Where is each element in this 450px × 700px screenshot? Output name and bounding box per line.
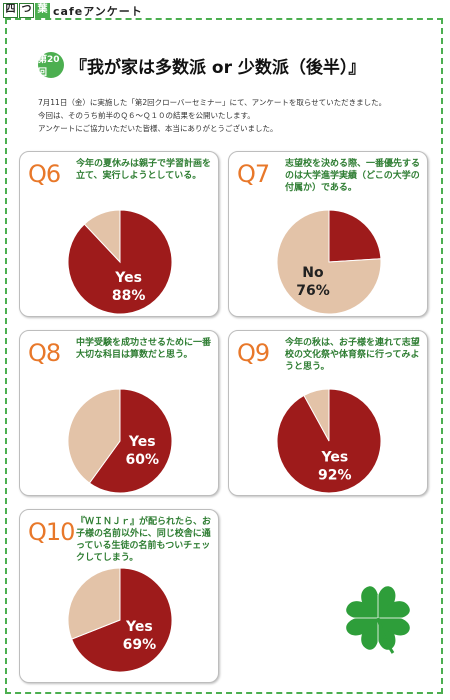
question-text: 中学受験を成功させるために一番大切な科目は算数だと思う。	[76, 338, 212, 360]
pie-chart: Yes 92%	[276, 388, 382, 494]
question-text: 志望校を決める際、一番優先するのは大学進学実績（どこの大学の付属か）である。	[285, 159, 421, 193]
card-q9: Q9 今年の秋は、お子様を連れて志望校の文化祭や体育祭に行ってみようと思う。 Y…	[228, 330, 428, 496]
slice-label: Yes	[320, 450, 348, 466]
page-title: 『我が家は多数派 or 少数派（後半）』	[70, 57, 366, 78]
four-leaf-clover-icon	[346, 586, 410, 654]
pie-chart: No 76%	[276, 209, 382, 315]
page-frame	[5, 18, 443, 694]
pie-slice	[88, 388, 173, 494]
pie-slice	[71, 567, 173, 673]
card-q6: Q6 今年の夏休みは親子で学習計画を立て、実行しようとしている。 Yes 88%	[19, 151, 219, 317]
slice-label: Yes	[128, 434, 156, 450]
title-row: 第20回 『我が家は多数派 or 少数派（後半）』	[38, 52, 365, 78]
intro-line-2: 今回は、そのうち前半のＱ６～Ｑ１０の結果を公開いたします。	[38, 111, 255, 120]
intro-text: 7月11日（金）に実施した「第2回クローバーセミナー」にて、アンケートを取らせて…	[38, 96, 428, 135]
slice-value-label: 88%	[112, 288, 146, 304]
logo: 四 つ 葉 cafeアンケート	[3, 3, 143, 18]
question-number: Q10	[28, 518, 75, 546]
slice-value-label: 60%	[125, 452, 159, 468]
question-text: 今年の夏休みは親子で学習計画を立て、実行しようとしている。	[76, 159, 212, 181]
logo-char-2: つ	[19, 3, 34, 18]
pie-slice	[67, 388, 121, 484]
issue-badge: 第20回	[38, 52, 64, 78]
card-q10: Q10 『ＷＩＮＪｒ』が配られたら、お子様の名前以外に、同じ校舎に通っている生徒…	[19, 509, 219, 683]
question-number: Q9	[237, 339, 270, 367]
slice-value-label: 69%	[123, 637, 157, 653]
pie-slice	[303, 388, 330, 442]
logo-char-1: 四	[3, 3, 18, 18]
card-q8: Q8 中学受験を成功させるために一番大切な科目は算数だと思う。 Yes 60%	[19, 330, 219, 496]
slice-value-label: 92%	[318, 468, 352, 484]
question-text: 『ＷＩＮＪｒ』が配られたら、お子様の名前以外に、同じ校舎に通っている生徒の名前も…	[76, 517, 212, 563]
question-number: Q7	[237, 160, 270, 188]
question-number: Q8	[28, 339, 61, 367]
card-q7: Q7 志望校を決める際、一番優先するのは大学進学実績（どこの大学の付属か）である…	[228, 151, 428, 317]
question-number: Q6	[28, 160, 61, 188]
slice-label: Yes	[125, 619, 153, 635]
intro-line-3: アンケートにご協力いただいた皆様、本当にありがとうございました。	[38, 124, 278, 133]
intro-line-1: 7月11日（金）に実施した「第2回クローバーセミナー」にて、アンケートを取らせて…	[38, 98, 387, 107]
pie-slice	[328, 209, 382, 263]
pie-slice	[276, 209, 382, 315]
logo-rest-text: cafeアンケート	[53, 4, 143, 18]
pie-chart: Yes 60%	[67, 388, 173, 494]
logo-char-3: 葉	[35, 3, 50, 18]
slice-label: Yes	[114, 270, 142, 286]
question-text: 今年の秋は、お子様を連れて志望校の文化祭や体育祭に行ってみようと思う。	[285, 338, 420, 372]
pie-chart: Yes 69%	[67, 567, 173, 673]
slice-label: No	[302, 265, 324, 281]
pie-chart: Yes 88%	[67, 209, 173, 315]
pie-slice	[83, 209, 121, 264]
slice-value-label: 76%	[296, 283, 330, 299]
logo-rest: cafeアンケート	[53, 3, 143, 18]
pie-slice	[67, 567, 121, 640]
